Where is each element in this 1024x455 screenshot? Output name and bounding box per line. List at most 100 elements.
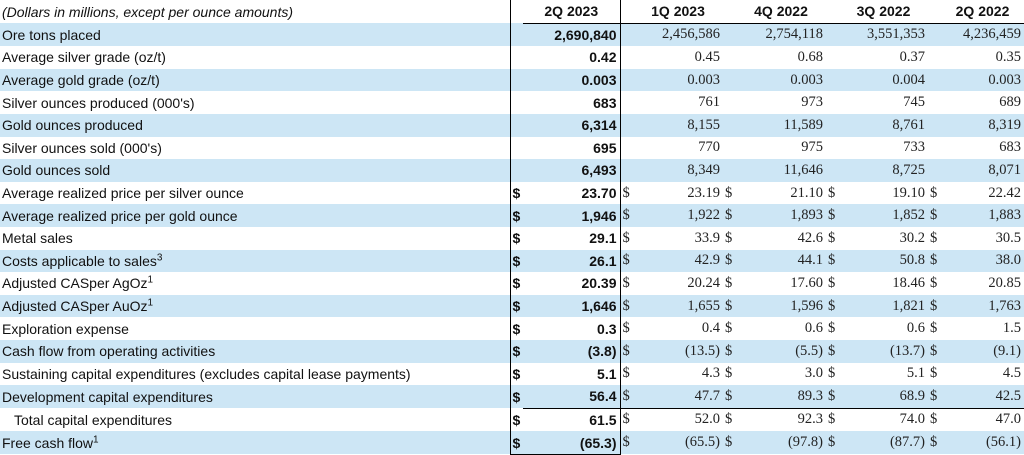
dollar-sign: $ [725, 320, 733, 337]
table-row: Average gold grade (oz/t) 0.003 0.003 0.003… [0, 68, 1024, 92]
cell-current-period: (65.3) [523, 431, 621, 455]
cell-value: 683 [999, 139, 1021, 156]
cell-value: 20.24 [687, 274, 720, 291]
row-label: Average silver grade (oz/t) [2, 49, 166, 66]
dollar-sign: $ [620, 385, 633, 409]
dollar-sign: $ [930, 184, 938, 201]
dollar-sign: $ [828, 274, 836, 291]
cell-value: 1,883 [941, 204, 1024, 227]
cell-value: 0.37 [899, 48, 925, 65]
table-row: Silver ounces sold (000's) 695 770 975 733 68… [0, 136, 1024, 160]
footnote-marker: 3 [156, 252, 163, 264]
cell-value: 1,852 [839, 204, 928, 227]
cell-value: 30.5 [995, 229, 1021, 246]
cell-value: 975 [801, 139, 823, 156]
cell-value: 1.5 [1002, 320, 1021, 337]
dollar-sign: $ [620, 204, 633, 227]
dollar-sign: $ [509, 272, 523, 295]
column-header: 4Q 2022 [736, 0, 826, 24]
cell-value: 2,754,118 [736, 23, 826, 47]
cell-current-period: 20.39 [523, 272, 621, 295]
cell-value: 770 [698, 139, 720, 156]
dollar-sign: $ [622, 274, 630, 291]
dollar-sign: $ [509, 204, 523, 227]
column-header: 3Q 2022 [839, 0, 928, 24]
table-row: Free cash flow1 $ (65.3) $ (65.5) $ (97.8) $ (87… [0, 431, 1024, 455]
cell-current-period: 6,493 [523, 159, 621, 182]
dollar-sign: $ [826, 294, 839, 318]
cell-value: 30.2 [899, 229, 925, 246]
dollar-sign: $ [509, 181, 523, 205]
cell-current-period: 26.1 [523, 249, 621, 273]
row-label: Gold ounces sold [0, 159, 510, 182]
dollar-sign: $ [622, 365, 630, 382]
table-row: Gold ounces produced 6,314 8,155 11,589 8,76… [0, 113, 1024, 137]
cell-value: 5.1 [906, 365, 925, 382]
dollar-sign: $ [509, 317, 523, 340]
footnote-marker: 1 [93, 434, 99, 446]
cell-value: 1,655 [633, 294, 723, 318]
dollar-sign: $ [930, 274, 938, 291]
row-label: Adjusted CASper AgOz1 [2, 274, 154, 292]
cell-value: 8,155 [633, 113, 723, 137]
cell-current-period: 5.1 [523, 362, 621, 386]
dollar-sign: $ [826, 339, 839, 363]
cell-value: 3.0 [804, 365, 823, 382]
dollar-sign: $ [622, 320, 630, 337]
cell-value: 38.0 [941, 249, 1024, 273]
row-label: Ore tons placed [0, 23, 510, 47]
cell-value: 68.9 [839, 385, 928, 409]
dollar-sign: $ [723, 204, 736, 227]
dollar-sign: $ [620, 339, 633, 363]
table-header-row: (Dollars in millions, except per ounce a… [0, 0, 1024, 24]
dollar-sign: $ [509, 385, 523, 409]
cell-value: 0.003 [633, 68, 723, 92]
cell-current-period: (3.8) [523, 339, 621, 363]
table-row: Silver ounces produced (000's) 683 761 973 7… [0, 91, 1024, 114]
dollar-sign: $ [723, 385, 736, 409]
row-label: Silver ounces produced (000's) [2, 94, 195, 111]
table-note: (Dollars in millions, except per ounce a… [2, 3, 294, 20]
cell-value: 74.0 [839, 407, 928, 432]
cell-current-period: 29.1 [523, 226, 621, 250]
dollar-sign: $ [725, 184, 733, 201]
cell-value: 8,761 [839, 113, 928, 137]
cell-value: 52.0 [633, 407, 723, 432]
cell-current-period: 23.70 [523, 181, 621, 205]
cell-value: 761 [698, 94, 720, 111]
dollar-sign: $ [928, 431, 941, 455]
table-row: Gold ounces sold 6,493 8,349 11,646 8,725 8,0… [0, 159, 1024, 182]
cell-value: 42.5 [941, 385, 1024, 409]
dollar-sign: $ [725, 274, 733, 291]
table-row: Ore tons placed 2,690,840 2,456,586 2,754,1… [0, 23, 1024, 47]
dollar-sign: $ [509, 408, 523, 432]
row-label: Average gold grade (oz/t) [0, 68, 510, 92]
cell-value: 4,236,459 [941, 23, 1024, 47]
dollar-sign: $ [723, 431, 736, 455]
footnote-marker: 1 [147, 297, 154, 309]
dollar-sign: $ [826, 385, 839, 409]
cell-value: 8,319 [941, 113, 1024, 137]
cell-value: (87.7) [839, 431, 928, 455]
table-row: Average silver grade (oz/t) 0.42 0.45 0.68 0… [0, 46, 1024, 69]
dollar-sign: $ [828, 320, 836, 337]
column-header-current: 2Q 2023 [523, 0, 621, 24]
row-label: Average realized price per gold ounce [0, 204, 510, 227]
column-header: 1Q 2023 [633, 0, 723, 24]
row-label: Metal sales [2, 230, 73, 247]
cell-value: 1,922 [633, 204, 723, 227]
cell-value: 8,725 [839, 159, 928, 182]
cell-value: 20.85 [988, 274, 1021, 291]
cell-value: 47.0 [941, 407, 1024, 432]
table-row: Metal sales $29.1 $33.9 $42.6 $30.2 $30.5 [0, 226, 1024, 250]
cell-value: 33.9 [694, 229, 720, 246]
cell-value: 19.10 [892, 184, 925, 201]
dollar-sign: $ [826, 249, 839, 273]
cell-value: 973 [801, 94, 823, 111]
dollar-sign: $ [620, 431, 633, 455]
cell-value: 11,589 [736, 113, 826, 137]
cell-value: 1,596 [736, 294, 826, 318]
table-row: Average realized price per gold ounce $1,… [0, 204, 1024, 227]
cell-value: 47.7 [633, 385, 723, 409]
dollar-sign: $ [828, 184, 836, 201]
